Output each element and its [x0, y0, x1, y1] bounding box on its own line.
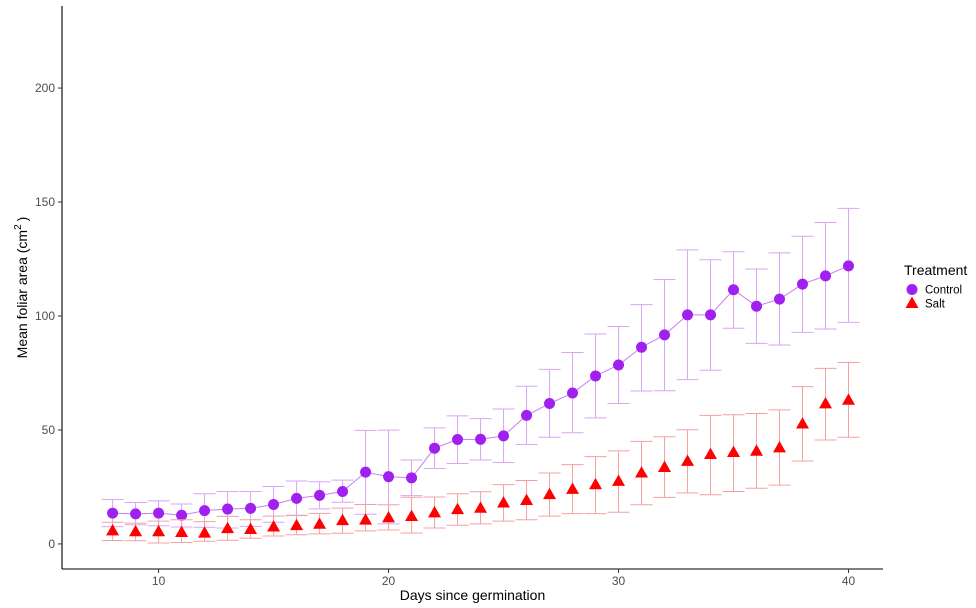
data-point — [245, 502, 257, 514]
data-point — [475, 433, 487, 445]
data-point — [498, 430, 510, 442]
data-point — [544, 398, 556, 410]
data-point — [705, 309, 717, 321]
y-axis-title-end: ) — [14, 217, 30, 222]
data-point — [820, 270, 832, 282]
data-point — [773, 441, 787, 453]
data-point — [290, 518, 304, 531]
x-axis-title: Days since germination — [400, 587, 546, 603]
x-tick-label: 20 — [382, 574, 396, 588]
data-point — [337, 486, 349, 498]
y-axis-title-main: Mean foliar area (cm — [14, 230, 30, 358]
legend-marker-salt — [905, 296, 919, 308]
x-tick-label: 30 — [612, 574, 626, 588]
data-point — [842, 393, 856, 405]
data-point — [635, 466, 649, 478]
data-point — [819, 397, 833, 409]
data-point — [796, 417, 810, 429]
data-point — [360, 466, 372, 478]
data-point — [153, 507, 165, 519]
data-point — [797, 278, 809, 290]
y-tick-label: 200 — [35, 81, 55, 95]
y-tick-label: 50 — [42, 423, 56, 437]
data-point — [751, 300, 763, 312]
legend-label-salt: Salt — [925, 299, 946, 311]
data-point — [452, 434, 464, 446]
y-tick-label: 100 — [35, 309, 55, 323]
x-tick-label: 40 — [842, 574, 856, 588]
data-point — [659, 329, 671, 341]
data-point — [383, 471, 395, 483]
series-control — [101, 207, 860, 529]
legend: Treatment Control Salt — [904, 262, 967, 311]
data-point — [314, 489, 326, 501]
data-point — [613, 359, 625, 371]
data-point — [589, 477, 603, 490]
data-point — [429, 442, 441, 454]
x-tick-label: 10 — [152, 574, 166, 588]
data-point — [199, 505, 211, 517]
data-point — [681, 454, 695, 466]
data-point — [175, 525, 189, 537]
data-point — [222, 503, 234, 515]
data-point — [567, 387, 579, 399]
legend-marker-control — [906, 284, 918, 295]
data-point — [106, 523, 120, 536]
data-point — [590, 370, 602, 382]
data-point — [658, 460, 672, 472]
data-point — [130, 508, 142, 520]
data-point — [428, 505, 442, 518]
data-point — [382, 510, 396, 523]
data-point — [336, 513, 350, 526]
data-point — [129, 524, 143, 537]
y-axis-title: Mean foliar area (cm2) — [13, 217, 30, 359]
plot-area — [101, 207, 860, 544]
data-point — [520, 493, 534, 506]
data-point — [107, 507, 119, 519]
data-point — [728, 284, 740, 296]
data-point — [704, 447, 718, 459]
series-salt — [101, 361, 860, 544]
data-point — [774, 293, 786, 305]
data-point — [405, 509, 419, 521]
legend-title: Treatment — [904, 262, 967, 278]
data-point — [451, 502, 465, 515]
data-point — [268, 498, 280, 510]
data-point — [313, 517, 327, 529]
data-point — [474, 501, 488, 513]
data-point — [566, 482, 580, 494]
data-point — [612, 474, 626, 486]
data-point — [176, 509, 188, 521]
data-point — [543, 487, 557, 500]
data-point — [267, 520, 281, 532]
legend-label-control: Control — [925, 285, 962, 297]
data-point — [843, 260, 855, 272]
data-point — [727, 445, 741, 457]
data-point — [521, 409, 533, 421]
y-tick-label: 0 — [48, 537, 55, 551]
data-point — [291, 492, 303, 504]
data-point — [244, 522, 258, 534]
y-axis-title-superscript: 2 — [13, 224, 24, 230]
data-point — [636, 341, 648, 353]
data-point — [682, 309, 694, 321]
y-tick-label: 150 — [35, 195, 55, 209]
x-axis-ticks: 10 20 30 40 — [152, 569, 856, 588]
y-axis-ticks: 0 50 100 150 200 — [35, 81, 62, 551]
data-point — [406, 472, 418, 484]
data-point — [497, 496, 511, 508]
data-point — [750, 444, 764, 456]
data-point — [198, 526, 212, 538]
data-point — [359, 513, 373, 525]
data-point — [152, 524, 166, 537]
data-point — [221, 521, 235, 534]
